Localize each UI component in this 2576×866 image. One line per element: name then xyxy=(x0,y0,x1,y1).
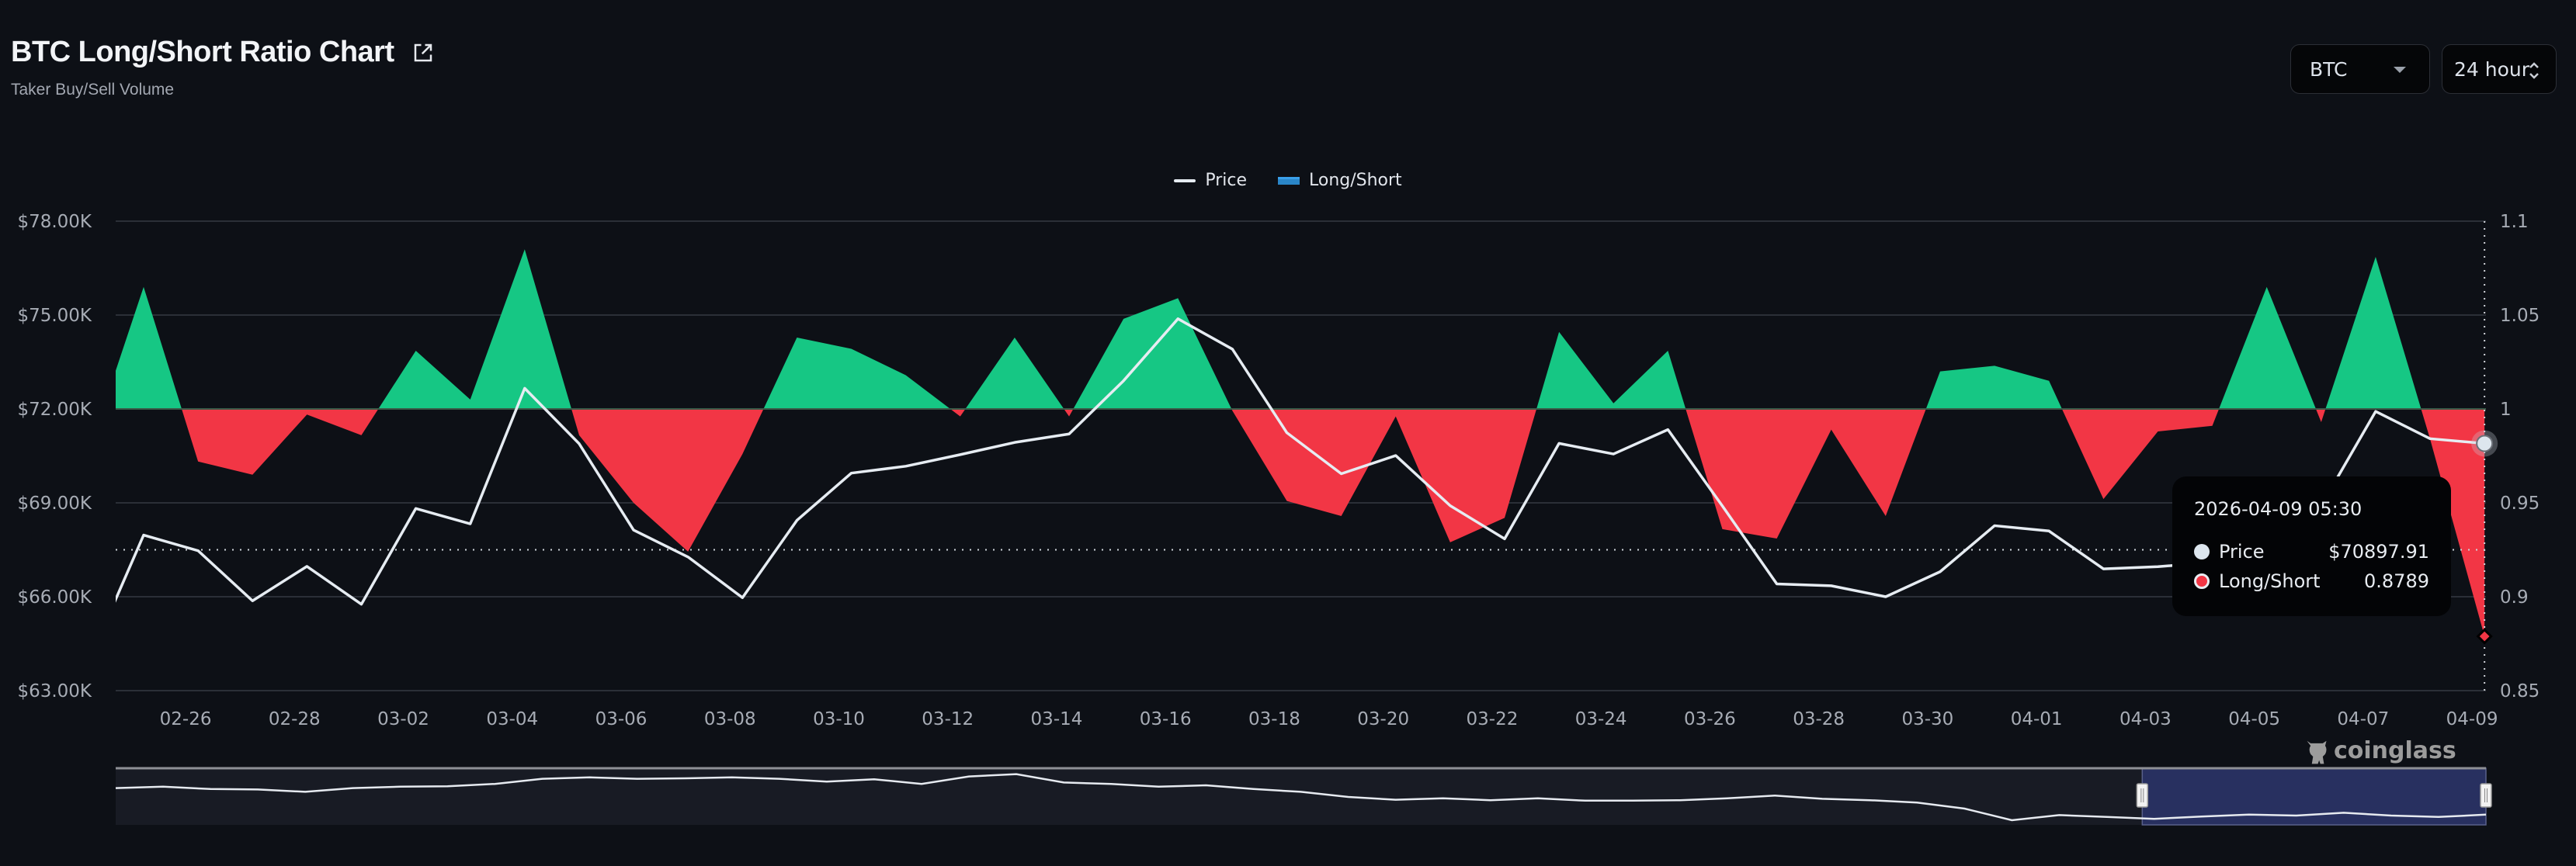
long-area xyxy=(116,249,2485,409)
data-zoom-slider[interactable] xyxy=(115,767,2492,826)
y-axis-left: $63.00K $66.00K $69.00K $72.00K $75.00K $78.0… xyxy=(17,212,92,701)
tooltip: 2026-04-09 05:30 Price $70897.91 Long/Sh… xyxy=(2172,476,2451,616)
x-tick-label: 03-12 xyxy=(922,709,974,729)
area-swatch-icon xyxy=(1277,176,1300,185)
price-line xyxy=(116,317,2485,606)
short-area xyxy=(116,409,2485,637)
chevron-up-down-icon xyxy=(2529,62,2539,79)
y-right-tick-label: 0.9 xyxy=(2500,587,2529,608)
x-tick-label: 03-18 xyxy=(1248,709,1300,729)
bull-logo-icon xyxy=(2307,740,2327,764)
external-link-icon[interactable] xyxy=(411,41,435,64)
y-left-tick-label: $72.00K xyxy=(17,400,92,420)
y-left-tick-label: $75.00K xyxy=(17,306,92,326)
tooltip-row-price: Price $70897.91 xyxy=(2194,537,2429,566)
tooltip-label: Price xyxy=(2219,541,2265,563)
coin-select[interactable]: BTC xyxy=(2290,44,2430,94)
legend-item-price[interactable]: Price xyxy=(1174,171,1247,190)
x-tick-label: 03-08 xyxy=(704,709,756,729)
logo-text: coinglass xyxy=(2334,737,2456,764)
x-tick-label: 04-05 xyxy=(2228,709,2280,729)
x-tick-label: 03-02 xyxy=(377,709,429,729)
x-tick-label: 03-10 xyxy=(813,709,865,729)
legend-label: Long/Short xyxy=(1308,171,1402,190)
tooltip-label: Long/Short xyxy=(2219,570,2321,592)
x-tick-label: 03-28 xyxy=(1793,709,1845,729)
coinglass-logo: coinglass xyxy=(2304,737,2456,765)
interval-select[interactable]: 24 hour xyxy=(2442,44,2557,94)
subtitle: Taker Buy/Sell Volume xyxy=(11,81,175,99)
x-tick-label: 04-09 xyxy=(2446,709,2498,729)
x-tick-label: 04-03 xyxy=(2119,709,2172,729)
chart-legend: Price Long/Short xyxy=(0,171,2576,190)
y-right-tick-label: 0.85 xyxy=(2500,681,2540,701)
x-tick-label: 03-30 xyxy=(1901,709,1953,729)
line-swatch-icon xyxy=(1174,178,1196,182)
x-tick-label: 04-01 xyxy=(2011,709,2063,729)
tooltip-date: 2026-04-09 05:30 xyxy=(2194,498,2362,520)
x-tick-label: 03-16 xyxy=(1140,709,1192,729)
x-tick-label: 03-20 xyxy=(1357,709,1409,729)
legend-label: Price xyxy=(1205,171,1247,190)
x-tick-label: 03-26 xyxy=(1684,709,1736,729)
y-right-tick-label: 0.95 xyxy=(2500,494,2540,514)
slider-handle[interactable] xyxy=(2480,783,2492,808)
x-axis: 02-26 02-28 03-02 03-04 03-06 03-08 03-10 03-12… xyxy=(160,709,2498,729)
slider-handle[interactable] xyxy=(2136,783,2149,808)
price-dot-icon xyxy=(2194,544,2210,559)
hover-price-point xyxy=(2476,435,2494,452)
x-tick-label: 03-04 xyxy=(486,709,538,729)
x-tick-label: 02-28 xyxy=(269,709,321,729)
y-axis-right: 0.85 0.9 0.95 1 1.05 1.1 xyxy=(2500,212,2540,701)
interval-select-value: 24 hour xyxy=(2454,57,2530,81)
hover-ratio-point xyxy=(2476,628,2493,645)
overview-price-line xyxy=(115,773,2487,822)
tooltip-value: $70897.91 xyxy=(2328,541,2429,563)
x-tick-label: 02-26 xyxy=(160,709,212,729)
title-text: BTC Long/Short Ratio Chart xyxy=(11,36,394,68)
y-right-tick-label: 1.05 xyxy=(2500,306,2540,326)
y-left-tick-label: $69.00K xyxy=(17,494,92,514)
y-left-tick-label: $78.00K xyxy=(17,212,92,232)
x-tick-label: 03-24 xyxy=(1575,709,1627,729)
x-tick-label: 03-22 xyxy=(1467,709,1519,729)
x-tick-label: 03-06 xyxy=(595,709,647,729)
y-right-tick-label: 1.1 xyxy=(2500,212,2529,232)
ratio-dot-icon xyxy=(2194,573,2210,589)
caret-down-icon xyxy=(2394,67,2406,73)
slider-track xyxy=(116,768,2486,825)
legend-item-long-short[interactable]: Long/Short xyxy=(1277,171,1402,190)
x-tick-label: 04-07 xyxy=(2337,709,2389,729)
y-right-tick-label: 1 xyxy=(2500,400,2512,420)
page-title: BTC Long/Short Ratio Chart xyxy=(11,36,435,69)
coin-select-value: BTC xyxy=(2310,57,2348,81)
x-tick-label: 03-14 xyxy=(1031,709,1083,729)
y-left-tick-label: $66.00K xyxy=(17,587,92,608)
y-left-tick-label: $63.00K xyxy=(17,681,92,701)
tooltip-row-long-short: Long/Short 0.8789 xyxy=(2194,566,2429,596)
tooltip-value: 0.8789 xyxy=(2364,570,2429,592)
